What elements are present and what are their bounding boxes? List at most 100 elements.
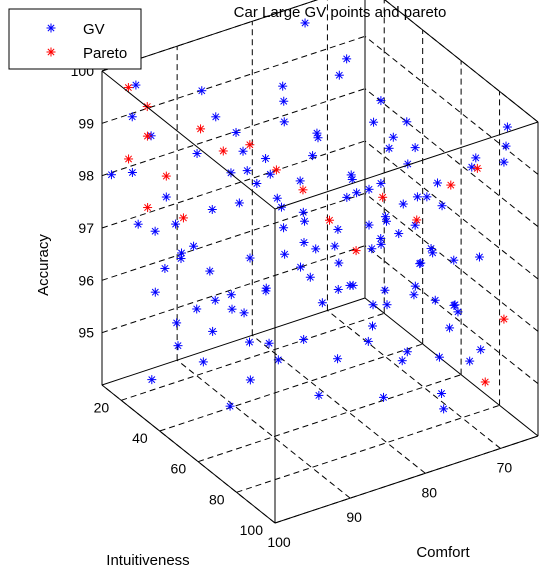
data-point-gv: [296, 176, 305, 185]
data-point-gv: [330, 242, 339, 251]
data-point-gv: [427, 244, 436, 253]
legend-marker-pareto: [47, 48, 56, 57]
data-point-gv: [342, 193, 351, 202]
data-point-gv: [318, 298, 327, 307]
data-point-gv: [439, 404, 448, 413]
data-point-pareto: [352, 246, 361, 255]
legend-label: GV: [83, 21, 105, 38]
data-point-gv: [403, 347, 412, 356]
data-point-gv: [476, 345, 485, 354]
grid-line: [365, 246, 538, 384]
data-point-gv: [160, 264, 169, 273]
data-point-gv: [265, 339, 274, 348]
grid-line: [365, 89, 538, 227]
grid-line: [198, 375, 461, 462]
data-point-gv: [299, 335, 308, 344]
data-point-pareto: [196, 124, 205, 133]
data-point-gv: [128, 112, 137, 121]
data-point-gv: [278, 82, 287, 91]
x-tick-label: 40: [132, 430, 148, 446]
data-point-pareto: [481, 377, 490, 386]
data-points: [107, 18, 512, 413]
data-point-gv: [376, 96, 385, 105]
data-point-gv: [226, 402, 235, 411]
data-point-pareto: [124, 83, 133, 92]
data-point-gv: [176, 254, 185, 263]
data-point-pareto: [298, 185, 307, 194]
grid-line: [121, 313, 384, 400]
data-point-gv: [411, 143, 420, 152]
data-point-gv: [352, 188, 361, 197]
data-point-gv: [450, 300, 459, 309]
data-point-gv: [199, 357, 208, 366]
grid-lines: [102, 0, 538, 523]
data-point-gv: [171, 220, 180, 229]
data-point-gv: [411, 282, 420, 291]
data-point-gv: [409, 290, 418, 299]
data-point-gv: [296, 263, 305, 272]
data-point-pareto: [499, 315, 508, 324]
data-point-gv: [162, 193, 171, 202]
data-point-gv: [227, 290, 236, 299]
data-point-gv: [197, 86, 206, 95]
data-point-gv: [364, 337, 373, 346]
legend-marker-gv: [47, 24, 56, 33]
z-tick-label: 95: [78, 325, 94, 341]
axes-box-back: [102, 0, 538, 436]
data-point-gv: [313, 133, 322, 142]
data-point-gv: [416, 259, 425, 268]
box-edge: [102, 71, 275, 209]
data-point-gv: [193, 149, 202, 158]
data-point-gv: [383, 300, 392, 309]
data-point-pareto: [272, 165, 281, 174]
data-point-gv: [334, 258, 343, 267]
grid-line: [237, 405, 500, 492]
grid-line: [102, 246, 365, 333]
data-point-pareto: [245, 140, 254, 149]
data-point-gv: [246, 254, 255, 263]
data-point-gv: [499, 158, 508, 167]
data-point-gv: [311, 244, 320, 253]
data-point-gv: [205, 267, 214, 276]
grid-line: [365, 36, 538, 174]
data-point-gv: [433, 178, 442, 187]
data-point-gv: [380, 286, 389, 295]
data-point-gv: [232, 128, 241, 137]
grid-line: [102, 141, 365, 228]
data-point-gv: [389, 133, 398, 142]
z-axis-label: Accuracy: [35, 234, 52, 296]
data-point-gv: [314, 391, 323, 400]
data-point-gv: [266, 170, 275, 179]
data-point-pareto: [378, 193, 387, 202]
data-point-gv: [369, 118, 378, 127]
data-point-gv: [445, 323, 454, 332]
data-point-pareto: [473, 164, 482, 173]
axes-box-front: [102, 71, 538, 523]
data-point-gv: [189, 242, 198, 251]
y-axis-label: Comfort: [416, 544, 470, 561]
data-point-gv: [151, 227, 160, 236]
data-point-gv: [279, 223, 288, 232]
data-point-gv: [147, 375, 156, 384]
data-point-gv: [431, 296, 440, 305]
data-point-gv: [402, 117, 411, 126]
data-point-gv: [334, 285, 343, 294]
data-point-gv: [308, 151, 317, 160]
data-point-gv: [437, 389, 446, 398]
box-edge: [275, 436, 538, 523]
data-point-gv: [369, 300, 378, 309]
x-axis-label: Intuitiveness: [106, 552, 189, 569]
grid-line: [102, 193, 365, 280]
data-point-gv: [211, 112, 220, 121]
data-point-gv: [365, 185, 374, 194]
grid-line: [160, 344, 423, 431]
y-tick-label: 100: [267, 534, 291, 550]
data-point-gv: [502, 142, 511, 151]
x-tick-label: 100: [240, 522, 264, 538]
data-point-gv: [475, 253, 484, 262]
data-point-gv: [235, 198, 244, 207]
data-point-gv: [228, 305, 237, 314]
data-point-gv: [300, 238, 309, 247]
data-point-gv: [192, 304, 201, 313]
